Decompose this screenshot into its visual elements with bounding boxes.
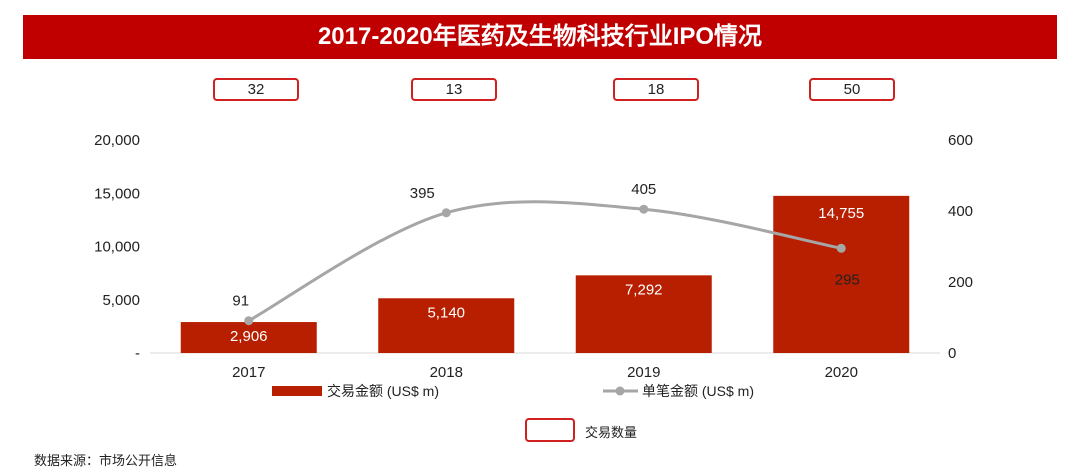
line-label-2019: 405 xyxy=(631,181,656,198)
bar-label-2017: 2,906 xyxy=(230,328,268,345)
count-box-2020: 50 xyxy=(809,78,895,101)
legend-line-label: 单笔金额 (US$ m) xyxy=(642,383,754,399)
x-tick-label: 2019 xyxy=(627,364,660,381)
legend-count-swatch xyxy=(525,418,575,442)
legend-count-label: 交易数量 xyxy=(585,425,638,440)
bar-label-2019: 7,292 xyxy=(625,281,663,298)
chart-title: 2017-2020年医药及生物科技行业IPO情况 xyxy=(23,15,1057,59)
line-label-2020: 295 xyxy=(835,271,860,288)
x-tick-label: 2020 xyxy=(825,364,858,381)
legend-bar-swatch xyxy=(272,386,322,396)
line-point-2017 xyxy=(244,316,254,326)
count-box-2018: 13 xyxy=(411,78,497,101)
bar-2019 xyxy=(575,275,712,353)
left-tick-label: 20,000 xyxy=(94,132,140,149)
left-tick-label: 10,000 xyxy=(94,239,140,256)
line-point-2018 xyxy=(441,208,451,218)
line-label-2018: 395 xyxy=(410,185,435,202)
bar-label-2020: 14,755 xyxy=(818,205,864,222)
x-tick-label: 2018 xyxy=(430,364,463,381)
left-tick-label: - xyxy=(135,345,140,362)
bar-2020 xyxy=(773,195,910,353)
line-point-2019 xyxy=(639,204,649,214)
legend-bar-label: 交易金额 (US$ m) xyxy=(327,383,439,399)
left-tick-label: 15,000 xyxy=(94,185,140,202)
line-point-2020 xyxy=(836,243,846,253)
right-tick-label: 400 xyxy=(948,203,973,220)
right-tick-label: 600 xyxy=(948,132,973,149)
line-series xyxy=(248,200,842,323)
right-tick-label: 0 xyxy=(948,345,956,362)
left-tick-label: 5,000 xyxy=(102,292,140,309)
count-box-2019: 18 xyxy=(613,78,699,101)
count-box-2017: 32 xyxy=(213,78,299,101)
x-tick-label: 2017 xyxy=(232,364,265,381)
line-label-2017: 91 xyxy=(232,293,249,310)
right-tick-label: 200 xyxy=(948,274,973,291)
bar-2017 xyxy=(180,322,317,353)
bar-label-2018: 5,140 xyxy=(427,304,465,321)
bar-2018 xyxy=(378,298,515,353)
legend-line-marker xyxy=(615,386,625,396)
source-note: 数据来源：市场公开信息 xyxy=(34,453,178,468)
